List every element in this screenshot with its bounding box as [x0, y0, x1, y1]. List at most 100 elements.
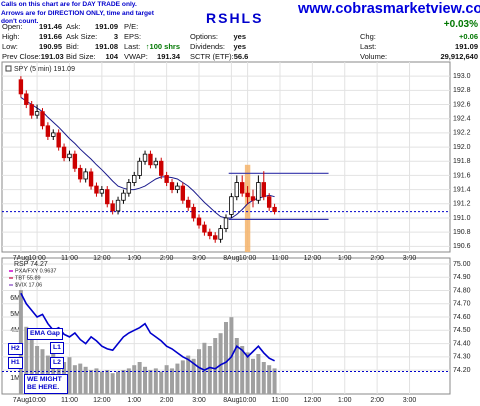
- candle-body: [175, 185, 180, 191]
- annotation: L1: [50, 342, 64, 354]
- y-tick-label: 74.50: [453, 327, 471, 334]
- candle-body: [218, 228, 223, 240]
- candle-body: [164, 175, 169, 183]
- y-tick-label: 1M: [10, 375, 20, 382]
- candle-body: [72, 153, 78, 169]
- candle-body: [148, 153, 153, 166]
- candle-body: [250, 196, 256, 201]
- quote-field: Options: yes: [190, 32, 246, 42]
- volume-bar: [261, 362, 266, 394]
- label: Last:: [124, 42, 141, 51]
- notice-line: Calls on this chart are for DAY TRADE on…: [1, 1, 137, 8]
- candle-body: [207, 231, 213, 237]
- candle-body: [153, 160, 159, 166]
- x-tick-label: 2:00: [160, 397, 174, 404]
- candle-body: [186, 199, 191, 208]
- y-tick-label: 192.0: [453, 144, 471, 151]
- candle-body: [234, 182, 239, 198]
- candle-body: [45, 125, 51, 137]
- label: Options:: [190, 32, 218, 41]
- volume-bar: [191, 358, 196, 394]
- x-tick-label: 3:00: [192, 397, 206, 404]
- volume-bar: [186, 355, 191, 394]
- volume-bar: [78, 363, 83, 394]
- candle-body: [99, 189, 105, 194]
- x-tick-label: 11:00: [61, 397, 78, 404]
- label: High:: [2, 32, 20, 41]
- candle-body: [51, 132, 56, 137]
- candle-body: [137, 160, 142, 176]
- candle-body: [159, 160, 164, 176]
- symbol: RSHLS: [206, 10, 264, 26]
- y-tick-label: 192.8: [453, 87, 471, 94]
- candle-body: [24, 93, 29, 105]
- candle-body: [105, 189, 110, 205]
- volume-bar: [159, 371, 164, 394]
- y-tick-label: 74.40: [453, 340, 471, 347]
- candle-body: [40, 111, 45, 127]
- label: Bid:: [66, 42, 79, 51]
- x-tick-label: 12:00: [93, 397, 111, 404]
- x-tick-label: 7Aug: [13, 397, 29, 404]
- y-tick-label: 190.8: [453, 229, 471, 236]
- y-tick-label: 74.70: [453, 301, 471, 308]
- legend-label: TBT 55.89: [15, 275, 41, 281]
- y-tick-label: 193.0: [453, 73, 471, 80]
- volume-bar: [175, 363, 180, 394]
- volume-bar: [24, 326, 29, 394]
- label: Ask:: [66, 22, 81, 31]
- volume-bar: [110, 373, 115, 394]
- value: 191.46: [39, 22, 62, 31]
- candle-body: [213, 235, 218, 240]
- value: 29,912,640: [440, 52, 478, 61]
- candle-body: [223, 217, 229, 230]
- legend-icon: [5, 65, 12, 72]
- volume-bar: [67, 357, 72, 394]
- quote-field: Last: 191.09: [360, 42, 478, 52]
- y-tick-label: 5M: [10, 311, 20, 318]
- value: 191.34: [157, 52, 180, 61]
- volume-bar: [29, 333, 34, 394]
- y-tick-label: 6M: [10, 295, 20, 302]
- volume-bar: [99, 371, 104, 394]
- candle-body: [18, 79, 24, 95]
- notice: Calls on this chart are for DAY TRADE on…: [1, 1, 161, 27]
- volume-bar: [245, 352, 250, 394]
- panel-label: RSP 74.27: [14, 261, 48, 268]
- x-tick-label: 10:00: [239, 397, 257, 404]
- volume-bar: [213, 338, 218, 394]
- quote-field: Chg: +0.06: [360, 32, 478, 42]
- volume-bar: [94, 368, 99, 394]
- volume-bar: [267, 365, 272, 394]
- candle-body: [61, 146, 67, 159]
- x-tick-label: 11:00: [271, 397, 288, 404]
- volume-bar: [18, 290, 23, 394]
- value: 190.95: [39, 42, 62, 51]
- quote-field: Open: 191.46: [2, 22, 62, 32]
- x-tick-label: 1:00: [127, 397, 141, 404]
- candle-body: [202, 224, 207, 233]
- label: Volume:: [360, 52, 388, 61]
- quote-field: SCTR (ETF): 56.6: [190, 52, 249, 62]
- y-tick-label: 192.2: [453, 130, 471, 137]
- candle-body: [115, 199, 121, 212]
- quote-field: Ask Size: 3: [66, 32, 118, 42]
- label: P/E:: [124, 22, 139, 31]
- quote-field: Dividends: yes: [190, 42, 246, 52]
- quote-field: Ask: 191.09: [66, 22, 118, 32]
- label: Chg:: [360, 32, 376, 41]
- volume-bar: [240, 346, 245, 394]
- candle-body: [191, 206, 196, 219]
- candle-body: [132, 175, 137, 183]
- volume-bar: [126, 368, 131, 394]
- value: 191.09: [95, 22, 118, 31]
- y-tick-label: 191.2: [453, 201, 471, 208]
- candle-body: [142, 153, 148, 162]
- value: 56.6: [233, 52, 249, 61]
- y-tick-label: 74.90: [453, 274, 471, 281]
- label: Dividends:: [190, 42, 226, 51]
- label: EPS:: [124, 32, 142, 41]
- quote-field: +0.03%: [360, 19, 478, 30]
- x-tick-label: 8Aug: [223, 397, 239, 404]
